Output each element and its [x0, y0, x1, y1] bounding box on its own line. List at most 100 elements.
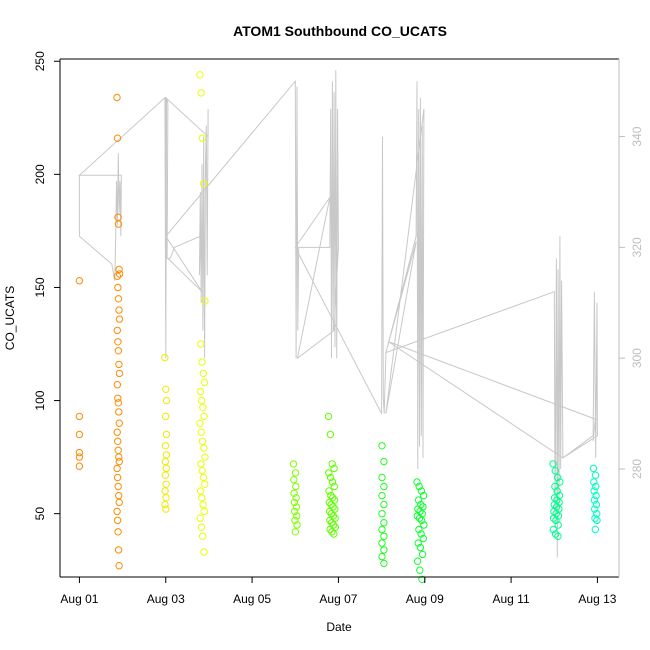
data-point-group2-11 — [161, 487, 169, 495]
y-tick-label-0: 50 — [33, 507, 47, 521]
data-point-group5-25 — [328, 528, 336, 536]
data-point-group2-7 — [161, 457, 170, 466]
data-point-group5-24 — [326, 525, 334, 534]
data-point-group3-23 — [198, 494, 206, 502]
data-point-group3-26 — [196, 514, 204, 522]
y-axis-label: CO_UCATS — [3, 286, 17, 350]
data-point-group8-4 — [551, 482, 559, 491]
data-point-group4-5 — [292, 494, 300, 502]
data-point-group9-10 — [591, 514, 599, 522]
data-point-group1-11 — [113, 326, 122, 335]
data-point-group9-7 — [592, 500, 601, 509]
data-point-group2-12 — [162, 494, 170, 502]
data-point-group4-0 — [289, 460, 298, 468]
data-point-group6-13 — [380, 559, 388, 568]
data-point-group1-33 — [114, 528, 122, 536]
data-point-group3-7 — [199, 369, 208, 378]
data-point-group1-30 — [115, 498, 123, 507]
data-point-group3-19 — [198, 467, 206, 475]
x-tick-label-2: Aug 05 — [233, 592, 271, 606]
data-point-group4-3 — [292, 482, 300, 491]
data-point-group9-2 — [590, 478, 598, 486]
data-point-group3-13 — [196, 419, 204, 427]
data-point-group2-4 — [162, 430, 171, 439]
data-point-group8-18 — [554, 521, 562, 529]
data-point-group3-20 — [199, 473, 208, 482]
data-point-group7-13 — [420, 521, 428, 529]
y-tick-label-1: 100 — [33, 390, 47, 410]
data-point-group5-26 — [330, 530, 338, 538]
data-point-group6-5 — [380, 500, 388, 509]
data-point-group5-16 — [325, 507, 334, 516]
data-point-group9-6 — [590, 496, 599, 504]
data-point-group1-17 — [114, 394, 122, 402]
data-point-group2-2 — [162, 396, 171, 405]
point-layer — [75, 71, 601, 583]
data-point-group7-4 — [414, 496, 423, 504]
data-point-group3-14 — [197, 428, 206, 436]
x-tick-label-6: Aug 13 — [578, 592, 616, 606]
data-point-group3-1 — [197, 89, 205, 97]
data-point-group8-1 — [551, 467, 559, 475]
data-point-group3-21 — [201, 480, 209, 488]
data-point-group6-6 — [378, 510, 386, 518]
y2-tick-label-2: 320 — [630, 237, 644, 257]
x-tick-label-4: Aug 09 — [406, 592, 444, 606]
series-line-y2 — [78, 70, 598, 558]
data-point-group3-11 — [199, 403, 207, 411]
data-point-group1-9 — [115, 306, 123, 314]
data-point-group7-20 — [413, 557, 422, 565]
data-point-group7-19 — [418, 550, 427, 559]
data-point-group2-9 — [161, 471, 170, 479]
data-point-group7-21 — [416, 566, 424, 574]
data-point-group2-5 — [161, 442, 170, 450]
data-point-group3-4 — [201, 297, 209, 305]
data-point-group4-4 — [290, 489, 298, 497]
data-point-group4-9 — [293, 512, 301, 520]
data-point-group1-21 — [113, 428, 121, 436]
data-point-group9-0 — [589, 464, 598, 473]
x-axis-label: Date — [326, 620, 352, 634]
chart-title: ATOM1 Southbound CO_UCATS — [233, 23, 447, 39]
data-point-group0-4 — [75, 453, 84, 461]
data-point-group1-0 — [113, 93, 121, 102]
data-point-group1-8 — [114, 295, 123, 303]
data-point-group1-35 — [115, 562, 123, 570]
data-point-group9-11 — [593, 516, 601, 525]
data-point-group3-16 — [200, 444, 208, 452]
data-point-group1-13 — [114, 347, 123, 355]
data-point-group6-12 — [378, 552, 386, 561]
x-tick-label-3: Aug 07 — [319, 592, 357, 606]
data-point-group0-1 — [75, 412, 84, 421]
data-point-group5-5 — [326, 473, 335, 482]
data-point-group7-12 — [418, 516, 426, 525]
data-point-group2-1 — [162, 385, 170, 393]
data-point-group5-1 — [326, 430, 335, 439]
data-point-group3-9 — [196, 387, 205, 396]
data-point-group1-16 — [113, 381, 122, 389]
data-point-group5-4 — [325, 469, 333, 477]
data-point-group1-32 — [113, 516, 122, 525]
data-point-group1-29 — [115, 491, 123, 500]
data-point-group8-19 — [549, 525, 557, 534]
data-point-group8-17 — [552, 516, 560, 525]
data-point-group1-4 — [115, 265, 123, 274]
data-point-group5-17 — [327, 510, 336, 518]
data-point-group4-2 — [290, 476, 298, 484]
data-point-group5-8 — [325, 487, 333, 495]
y-tick-label-2: 150 — [33, 277, 47, 297]
data-point-group3-12 — [200, 412, 208, 421]
data-point-group1-1 — [113, 134, 122, 142]
data-point-group1-34 — [114, 546, 123, 554]
data-point-group7-17 — [414, 539, 422, 547]
data-point-group6-0 — [378, 442, 386, 450]
data-point-group7-10 — [413, 512, 421, 520]
data-point-group5-9 — [327, 491, 335, 500]
data-point-group7-18 — [416, 543, 425, 552]
data-point-group8-0 — [549, 460, 557, 468]
data-point-group3-18 — [197, 460, 205, 468]
data-point-group2-14 — [162, 505, 170, 513]
data-point-group7-15 — [417, 530, 425, 538]
data-point-group6-9 — [380, 532, 388, 540]
